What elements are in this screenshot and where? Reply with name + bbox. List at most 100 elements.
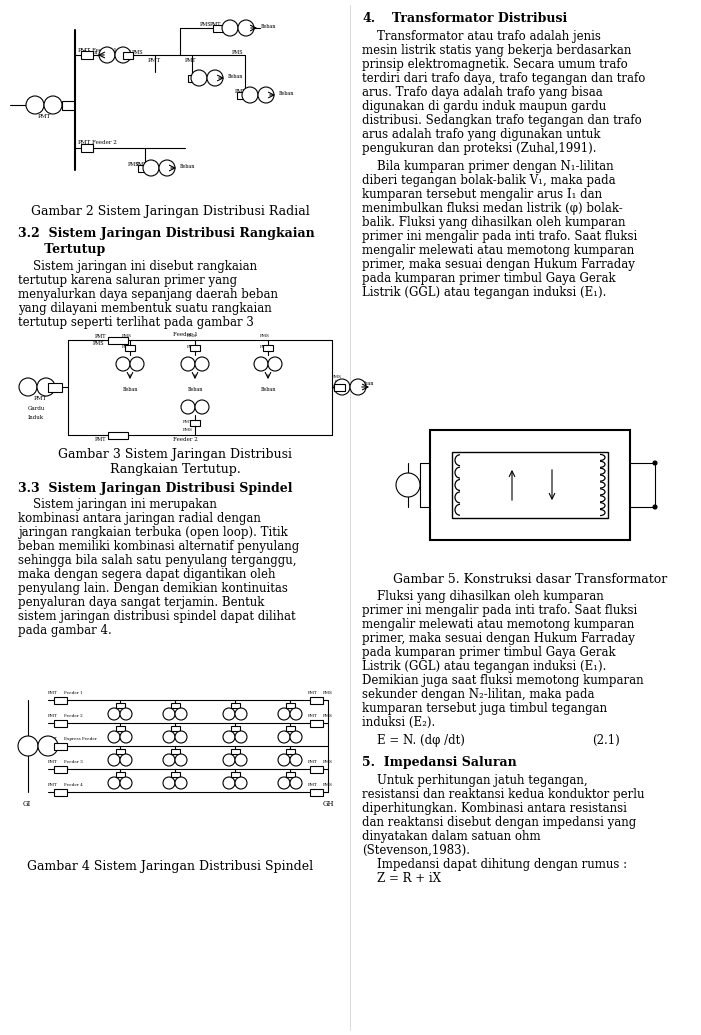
Text: Feeder 4: Feeder 4 (64, 783, 83, 787)
Bar (116, 726, 125, 731)
Text: kombinasi antara jaringan radial dengan: kombinasi antara jaringan radial dengan (18, 512, 261, 525)
Text: Beban: Beban (260, 387, 275, 392)
Circle shape (26, 96, 44, 114)
Text: N₂: N₂ (609, 480, 623, 490)
Bar (108, 432, 128, 439)
Circle shape (120, 731, 132, 743)
Bar (116, 748, 125, 753)
Text: primer, maka sesuai dengan Hukum Farraday: primer, maka sesuai dengan Hukum Farrada… (362, 632, 635, 645)
Text: pada kumparan primer timbul Gaya Gerak: pada kumparan primer timbul Gaya Gerak (362, 272, 615, 285)
Text: Gambar 4 Sistem Jaringan Distribusi Spindel: Gambar 4 Sistem Jaringan Distribusi Spin… (27, 860, 313, 873)
Text: PMT: PMT (235, 89, 247, 94)
Text: sekunder dengan N₂-lilitan, maka pada: sekunder dengan N₂-lilitan, maka pada (362, 688, 594, 701)
Text: Beban: Beban (180, 164, 196, 169)
Circle shape (175, 708, 187, 720)
Bar (108, 336, 128, 344)
Circle shape (116, 357, 130, 371)
Bar (190, 345, 200, 351)
Bar (116, 771, 125, 776)
Text: PMT: PMT (260, 345, 270, 349)
Text: 5.  Impedansi Saluran: 5. Impedansi Saluran (362, 756, 517, 769)
Circle shape (223, 755, 235, 766)
Text: E₁: E₁ (505, 480, 518, 490)
Text: Gardu: Gardu (28, 406, 46, 411)
Bar (310, 719, 322, 727)
Bar (188, 75, 198, 82)
Circle shape (115, 47, 131, 63)
Text: sistem jaringan distribusi spindel dapat dilihat: sistem jaringan distribusi spindel dapat… (18, 610, 296, 623)
Circle shape (195, 400, 209, 414)
Circle shape (44, 96, 62, 114)
Text: Induk: Induk (28, 415, 44, 420)
Text: PMT: PMT (185, 58, 196, 63)
Text: PMS: PMS (132, 50, 144, 55)
Circle shape (130, 357, 144, 371)
Text: PMS: PMS (200, 22, 212, 27)
Text: (2.1): (2.1) (592, 734, 620, 747)
Bar (53, 766, 67, 772)
Text: distribusi. Sedangkan trafo tegangan dan trafo: distribusi. Sedangkan trafo tegangan dan… (362, 114, 641, 127)
Text: PMT: PMT (210, 22, 222, 27)
Circle shape (120, 755, 132, 766)
Text: pada gambar 4.: pada gambar 4. (18, 624, 111, 637)
Circle shape (290, 708, 302, 720)
Circle shape (334, 379, 350, 395)
Text: PMT: PMT (48, 714, 57, 718)
Text: PMT: PMT (34, 396, 47, 401)
Circle shape (120, 777, 132, 789)
Circle shape (290, 731, 302, 743)
Circle shape (18, 736, 38, 756)
Text: Gambar 3 Sistem Jaringan Distribusi: Gambar 3 Sistem Jaringan Distribusi (58, 448, 292, 461)
Bar (123, 52, 133, 59)
Circle shape (207, 70, 223, 86)
Circle shape (222, 20, 238, 36)
Text: Impedansi dapat dihitung dengan rumus :: Impedansi dapat dihitung dengan rumus : (362, 858, 627, 871)
Bar (310, 789, 322, 796)
Text: Beban: Beban (83, 50, 98, 55)
Text: Transformator Distribusi: Transformator Distribusi (392, 12, 567, 25)
Text: Feeder 2: Feeder 2 (64, 714, 83, 718)
Bar (231, 703, 240, 708)
Circle shape (120, 708, 132, 720)
Text: PMS: PMS (323, 760, 333, 764)
Text: Beban: Beban (279, 91, 294, 96)
Bar (170, 771, 179, 776)
Text: PMT: PMT (78, 140, 91, 145)
Text: PMS: PMS (128, 162, 139, 167)
Circle shape (278, 708, 290, 720)
Text: PMT: PMT (308, 783, 318, 787)
Text: 3.3  Sistem Jaringan Distribusi Spindel: 3.3 Sistem Jaringan Distribusi Spindel (18, 482, 292, 495)
Circle shape (278, 777, 290, 789)
Text: Tertutup: Tertutup (18, 243, 105, 256)
Circle shape (108, 708, 120, 720)
Circle shape (175, 777, 187, 789)
Bar (285, 726, 294, 731)
Text: Fluksi yang dihasilkan oleh kumparan: Fluksi yang dihasilkan oleh kumparan (362, 590, 604, 603)
Circle shape (195, 357, 209, 371)
Text: diperhitungkan. Kombinasi antara resistansi: diperhitungkan. Kombinasi antara resista… (362, 802, 627, 815)
Text: PMT: PMT (122, 345, 132, 349)
Circle shape (223, 731, 235, 743)
Bar (81, 144, 93, 152)
Text: beban memiliki kombinasi alternatif penyulang: beban memiliki kombinasi alternatif peny… (18, 540, 299, 553)
Text: PMT: PMT (38, 114, 51, 119)
Text: mesin listrik statis yang bekerja berdasarkan: mesin listrik statis yang bekerja berdas… (362, 45, 632, 57)
Text: jaringan rangkaian terbuka (open loop). Titik: jaringan rangkaian terbuka (open loop). … (18, 526, 287, 539)
Circle shape (223, 777, 235, 789)
Circle shape (163, 777, 175, 789)
Bar (263, 345, 273, 351)
Circle shape (38, 736, 58, 756)
Text: Beban: Beban (122, 387, 137, 392)
Circle shape (242, 87, 258, 104)
Bar (430, 430, 630, 540)
Text: PMT: PMT (78, 48, 91, 53)
Text: menimbulkan fluksi medan listrik (φ) bolak-: menimbulkan fluksi medan listrik (φ) bol… (362, 202, 622, 215)
Bar (138, 165, 148, 172)
Circle shape (181, 400, 195, 414)
Text: Listrik (GGL) atau tegangan induksi (E₁).: Listrik (GGL) atau tegangan induksi (E₁)… (362, 286, 606, 299)
Text: GI: GI (23, 800, 32, 808)
Bar (212, 25, 224, 31)
Bar (231, 726, 240, 731)
Text: Sistem jaringan ini merupakan: Sistem jaringan ini merupakan (18, 498, 217, 511)
Circle shape (238, 20, 254, 36)
